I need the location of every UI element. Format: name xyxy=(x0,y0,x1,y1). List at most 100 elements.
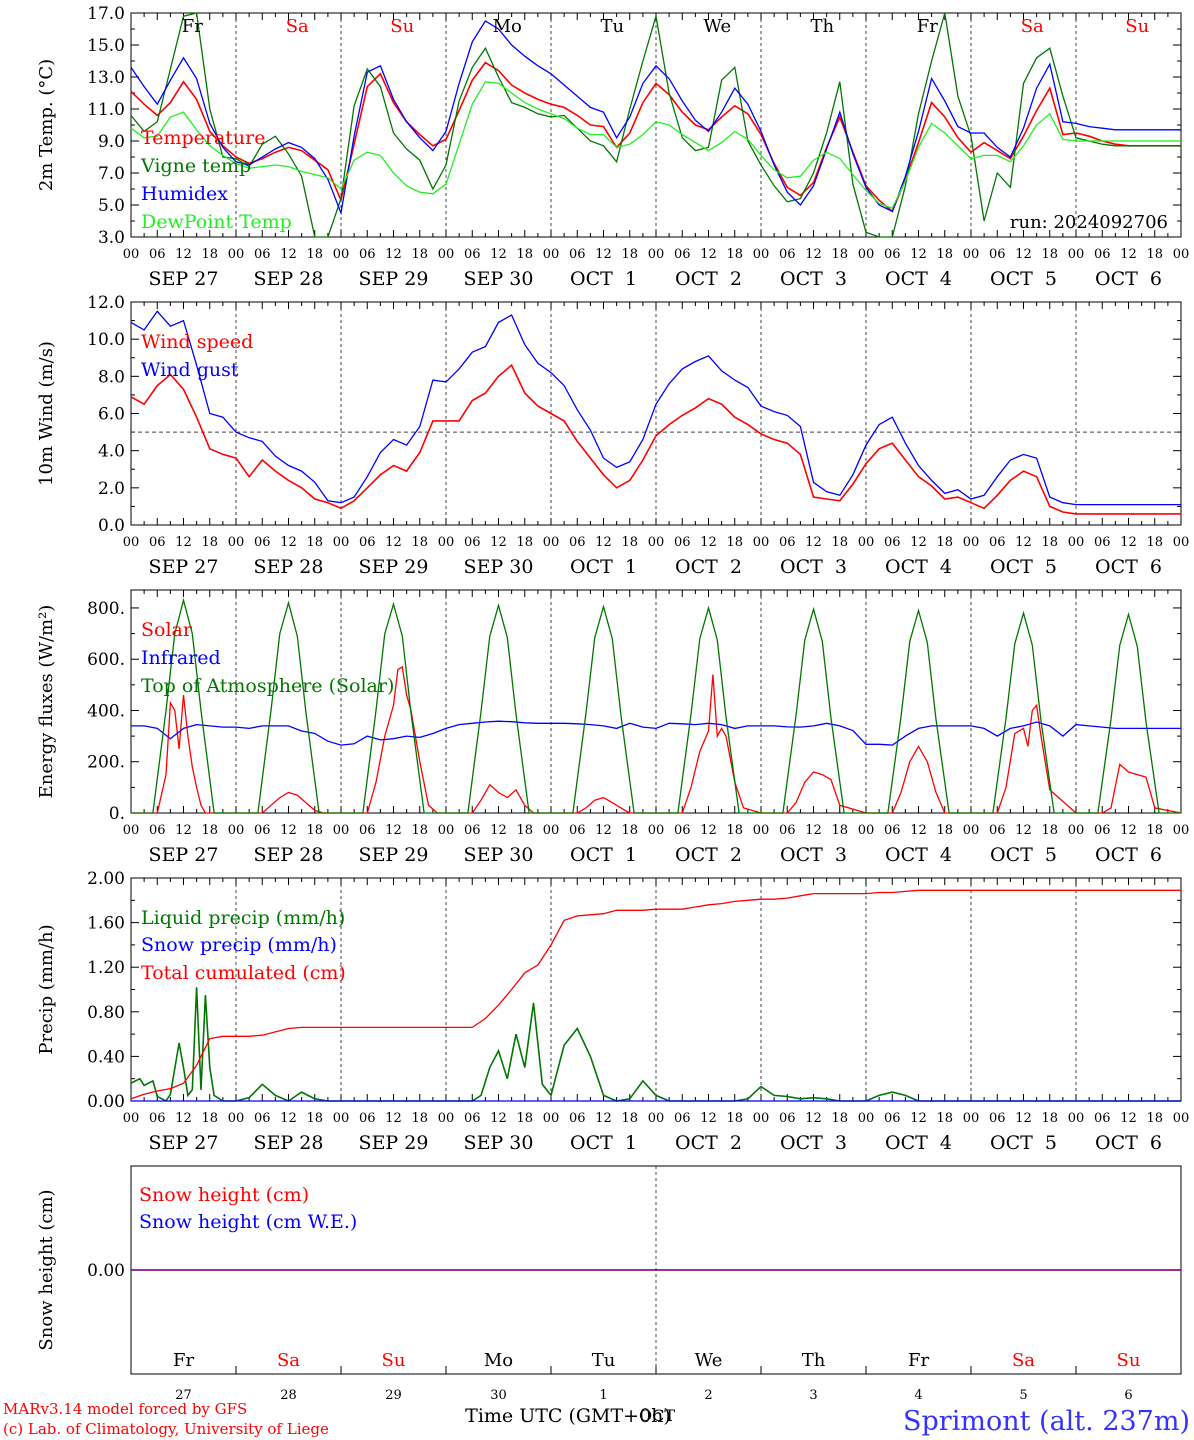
hour-label: 00 xyxy=(648,535,665,550)
hour-label: 06 xyxy=(464,1111,481,1126)
hour-label: 06 xyxy=(254,247,271,262)
y-axis-label: 10m Wind (m/s) xyxy=(36,341,57,486)
hour-label: 00 xyxy=(753,247,770,262)
hour-label: 12 xyxy=(1015,247,1032,262)
plot-frame xyxy=(130,301,1182,526)
hour-label: 06 xyxy=(359,1111,376,1126)
legend-entry: Wind gust xyxy=(141,359,239,381)
bottom-day-label: Sa xyxy=(277,1350,300,1371)
date-label: SEP 28 xyxy=(254,844,324,866)
hour-label: 06 xyxy=(359,823,376,838)
hour-label: 06 xyxy=(1094,247,1111,262)
hour-label: 12 xyxy=(490,823,507,838)
panel-4 xyxy=(130,877,1182,1103)
hour-label: 06 xyxy=(149,535,166,550)
hour-label: 12 xyxy=(1120,823,1137,838)
hour-label: 12 xyxy=(595,247,612,262)
hour-label: 18 xyxy=(1041,535,1058,550)
y-tick-label: 5.0 xyxy=(98,196,125,216)
hour-label: 06 xyxy=(254,823,271,838)
hour-label: 06 xyxy=(1094,823,1111,838)
hour-label: 18 xyxy=(1041,823,1058,838)
bottom-day-number: 27 xyxy=(175,1388,192,1403)
hour-label: 00 xyxy=(1068,823,1085,838)
series-line-top-of-atmosphere-solar- xyxy=(131,597,1181,814)
y-tick-label: 11.0 xyxy=(87,100,125,120)
hour-label: 06 xyxy=(674,535,691,550)
y-tick-label: 4.0 xyxy=(98,442,125,462)
y-tick-label: 10.0 xyxy=(87,330,125,350)
hour-label: 18 xyxy=(726,1111,743,1126)
date-label: OCT 6 xyxy=(1095,1132,1162,1154)
hour-label: 12 xyxy=(910,823,927,838)
hour-label: 00 xyxy=(1173,823,1190,838)
hour-label: 12 xyxy=(805,1111,822,1126)
hour-label: 12 xyxy=(175,1111,192,1126)
hour-label: 18 xyxy=(936,535,953,550)
hour-label: 18 xyxy=(201,247,218,262)
series-line-wind-speed xyxy=(130,363,1181,515)
day-label: Tu xyxy=(600,16,624,37)
day-label: Su xyxy=(1125,16,1149,37)
series-line-infrared xyxy=(131,720,1181,746)
date-label: OCT 4 xyxy=(885,1132,952,1154)
hour-label: 12 xyxy=(280,1111,297,1126)
hour-label: 00 xyxy=(543,247,560,262)
hour-label: 12 xyxy=(280,247,297,262)
day-label: Fr xyxy=(917,16,938,37)
day-label: Sa xyxy=(286,16,309,37)
y-tick-label: 6.0 xyxy=(98,405,125,425)
date-label: OCT 1 xyxy=(570,268,637,290)
hour-label: 06 xyxy=(884,535,901,550)
hour-label: 18 xyxy=(1041,247,1058,262)
hour-label: 12 xyxy=(1015,1111,1032,1126)
bottom-day-label: Th xyxy=(802,1350,826,1371)
hour-label: 12 xyxy=(175,535,192,550)
panel-1 xyxy=(130,12,1182,238)
bottom-day-label: Tu xyxy=(592,1350,616,1371)
hour-label: 18 xyxy=(516,247,533,262)
y-tick-label: 7.0 xyxy=(98,164,125,184)
bottom-day-number: 28 xyxy=(280,1388,297,1403)
hour-label: 00 xyxy=(858,535,875,550)
hour-label: 06 xyxy=(569,823,586,838)
bottom-day-label: Su xyxy=(1117,1350,1141,1371)
y-tick-label: 400. xyxy=(87,701,125,721)
hour-label: 18 xyxy=(936,247,953,262)
y-tick-label: 600. xyxy=(87,650,125,670)
series-line-solar xyxy=(131,665,1182,814)
date-label: SEP 30 xyxy=(464,556,534,578)
series-line-humidex xyxy=(130,20,1181,216)
hour-label: 00 xyxy=(1173,1111,1190,1126)
hour-label: 06 xyxy=(149,823,166,838)
hour-label: 12 xyxy=(595,1111,612,1126)
hour-label: 18 xyxy=(621,823,638,838)
hour-label: 00 xyxy=(123,1111,140,1126)
run-label: run: 2024092706 xyxy=(1010,212,1168,233)
y-tick-label: 1.60 xyxy=(87,914,125,934)
date-label: OCT 4 xyxy=(885,268,952,290)
date-label: SEP 30 xyxy=(464,844,534,866)
hour-label: 06 xyxy=(254,1111,271,1126)
hour-label: 12 xyxy=(385,823,402,838)
hour-label: 18 xyxy=(1146,1111,1163,1126)
hour-label: 00 xyxy=(228,823,245,838)
hour-label: 00 xyxy=(858,1111,875,1126)
hour-label: 18 xyxy=(726,535,743,550)
hour-label: 12 xyxy=(490,535,507,550)
date-label: OCT 2 xyxy=(675,1132,742,1154)
date-label: OCT 5 xyxy=(990,268,1057,290)
hour-label: 00 xyxy=(543,1111,560,1126)
hour-label: 00 xyxy=(123,535,140,550)
hour-label: 06 xyxy=(989,823,1006,838)
hour-label: 12 xyxy=(595,823,612,838)
bottom-day-number: 5 xyxy=(1019,1388,1027,1403)
date-label: OCT 4 xyxy=(885,844,952,866)
hour-label: 18 xyxy=(1146,535,1163,550)
hour-label: 06 xyxy=(779,1111,796,1126)
legend-entry: Snow height (cm W.E.) xyxy=(139,1211,357,1233)
day-label: Su xyxy=(390,16,414,37)
hour-label: 06 xyxy=(1094,535,1111,550)
hour-label: 12 xyxy=(1120,247,1137,262)
